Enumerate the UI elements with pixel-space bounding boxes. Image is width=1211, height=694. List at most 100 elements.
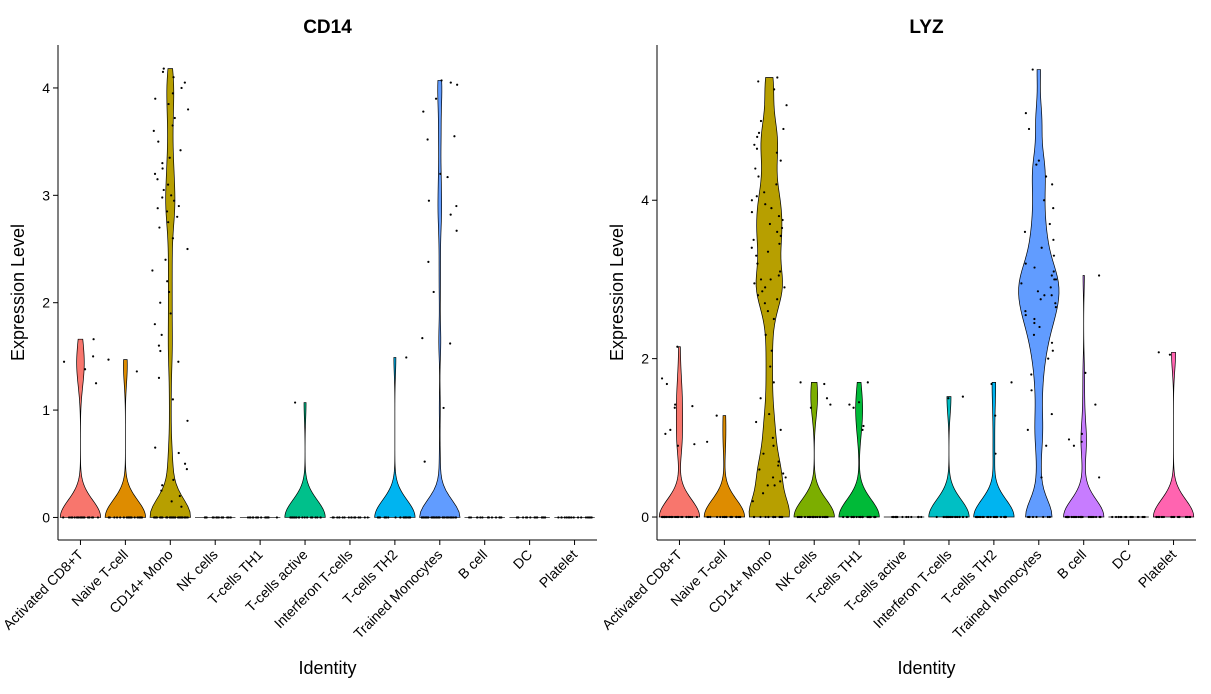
point bbox=[456, 83, 459, 86]
violin bbox=[1152, 351, 1195, 518]
y-tick-label: 1 bbox=[42, 402, 50, 418]
point bbox=[861, 428, 864, 432]
point bbox=[162, 188, 165, 192]
point bbox=[153, 516, 156, 519]
violin bbox=[374, 357, 416, 518]
point bbox=[1036, 290, 1040, 293]
point bbox=[94, 382, 98, 385]
violin bbox=[104, 359, 146, 518]
point bbox=[1072, 444, 1076, 447]
point bbox=[759, 515, 762, 519]
point bbox=[435, 516, 438, 519]
point bbox=[186, 108, 190, 111]
point bbox=[185, 468, 188, 471]
point bbox=[338, 516, 341, 519]
point bbox=[449, 342, 452, 345]
point bbox=[161, 162, 164, 165]
point bbox=[852, 515, 856, 519]
point bbox=[1131, 515, 1134, 519]
point bbox=[179, 149, 182, 152]
point bbox=[764, 203, 767, 206]
point bbox=[866, 515, 869, 519]
point bbox=[1049, 286, 1052, 289]
point bbox=[275, 516, 279, 519]
point bbox=[62, 516, 65, 519]
point bbox=[1035, 163, 1038, 166]
point bbox=[755, 254, 758, 257]
point bbox=[1052, 254, 1056, 257]
point bbox=[753, 282, 756, 285]
point bbox=[824, 515, 827, 519]
point bbox=[560, 516, 563, 519]
point bbox=[979, 515, 982, 519]
point bbox=[660, 377, 664, 380]
point bbox=[159, 516, 162, 519]
point bbox=[295, 516, 298, 519]
violin bbox=[59, 338, 102, 518]
point bbox=[567, 516, 570, 519]
point bbox=[162, 67, 165, 70]
point bbox=[455, 229, 458, 232]
point bbox=[343, 516, 346, 519]
point bbox=[177, 451, 180, 455]
point bbox=[772, 444, 775, 447]
point bbox=[757, 175, 760, 178]
point bbox=[766, 484, 769, 487]
point bbox=[773, 88, 776, 91]
violin bbox=[419, 80, 461, 518]
point bbox=[825, 397, 829, 400]
violin bbox=[748, 77, 790, 518]
point bbox=[521, 516, 525, 519]
point bbox=[161, 167, 164, 170]
point bbox=[782, 472, 785, 475]
point bbox=[1094, 515, 1098, 519]
x-tick-label: DC bbox=[510, 546, 536, 572]
point bbox=[961, 515, 965, 519]
violin bbox=[703, 415, 745, 518]
point bbox=[954, 515, 957, 519]
point bbox=[159, 349, 162, 353]
point bbox=[1024, 262, 1027, 265]
point bbox=[779, 234, 782, 237]
point bbox=[778, 270, 782, 273]
point bbox=[669, 428, 672, 432]
point bbox=[761, 290, 764, 293]
y-axis-label: Expression Level bbox=[8, 224, 28, 361]
point bbox=[768, 222, 772, 226]
point bbox=[155, 516, 158, 519]
point bbox=[1051, 349, 1054, 352]
point bbox=[1050, 341, 1054, 344]
point bbox=[420, 516, 424, 519]
point bbox=[778, 242, 781, 245]
point bbox=[1073, 515, 1076, 519]
point bbox=[947, 515, 950, 519]
point bbox=[421, 337, 424, 340]
point bbox=[449, 516, 453, 519]
point bbox=[500, 516, 503, 519]
point bbox=[776, 298, 779, 301]
point bbox=[1026, 428, 1029, 432]
point bbox=[869, 515, 872, 519]
point bbox=[1052, 238, 1055, 241]
point bbox=[677, 515, 680, 519]
point bbox=[781, 515, 784, 519]
point bbox=[62, 360, 66, 363]
point bbox=[1092, 515, 1095, 519]
point bbox=[167, 290, 171, 294]
point bbox=[901, 515, 904, 519]
point bbox=[777, 460, 780, 463]
violin bbox=[973, 382, 1015, 518]
point bbox=[1137, 515, 1140, 519]
point bbox=[762, 452, 765, 455]
point bbox=[723, 515, 726, 519]
point bbox=[947, 397, 950, 400]
point bbox=[91, 516, 95, 519]
point bbox=[590, 516, 593, 519]
point bbox=[476, 516, 479, 519]
point bbox=[738, 515, 741, 519]
point bbox=[811, 515, 814, 519]
x-tick-label: Platelet bbox=[1135, 546, 1179, 590]
point bbox=[1040, 246, 1043, 249]
point bbox=[170, 500, 173, 503]
point bbox=[1098, 515, 1101, 519]
